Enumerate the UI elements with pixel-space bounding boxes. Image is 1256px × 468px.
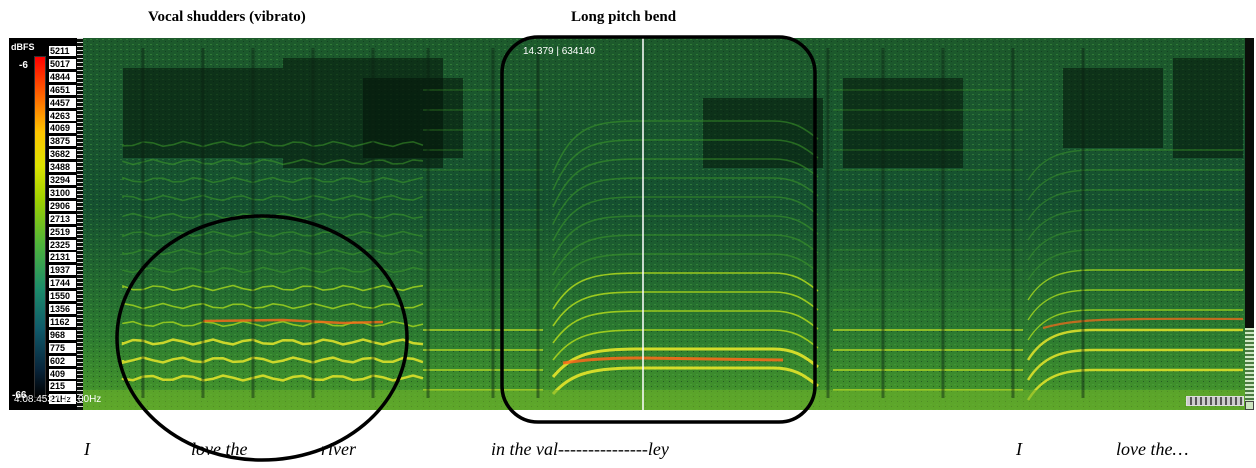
frequency-ticks (77, 38, 83, 410)
frequency-label: 2906 (49, 200, 76, 211)
harmonic-line (122, 176, 424, 184)
frequency-label: 4651 (49, 84, 76, 95)
frequency-label: 2131 (49, 252, 76, 263)
frequency-label: 4069 (49, 123, 76, 134)
right-level-ruler (1245, 328, 1254, 406)
right-harmonic (1026, 348, 1243, 381)
frequency-label: 2519 (49, 226, 76, 237)
frequency-label: 4844 (49, 71, 76, 82)
frequency-label: 5017 (49, 58, 76, 69)
harmonic-line (122, 194, 424, 202)
lyric-word: river (321, 439, 356, 459)
frequency-label: 3875 (49, 136, 76, 147)
spectrogram-window: dBFS -6 -66 5211 5017 4844 4651 4457 4263 4069… (9, 38, 1254, 410)
quiet-patch (843, 78, 963, 168)
lyric-word: love the… (1116, 439, 1189, 459)
spectrogram-canvas[interactable] (83, 38, 1245, 410)
quiet-patch (363, 78, 463, 158)
frequency-label: 1937 (49, 265, 76, 276)
frequency-label: 1356 (49, 304, 76, 314)
harmonic-line (122, 140, 424, 148)
overview-scroller[interactable] (1186, 396, 1244, 406)
frequency-label: 775 (49, 342, 76, 353)
right-harmonic (1026, 328, 1243, 361)
level-meter-title: dBFS (11, 42, 35, 52)
harmonic-line (122, 158, 424, 166)
frequency-label: 215 (49, 381, 76, 392)
right-harmonic (1027, 309, 1243, 341)
level-meter: dBFS -6 -66 (9, 38, 47, 410)
position-readout: 4:08.453 / 44100Hz (14, 394, 102, 405)
frequency-label: 21Hz (49, 394, 76, 405)
frequency-label: 1162 (49, 316, 76, 327)
frequency-label: 2713 (49, 213, 76, 224)
frequency-label: 4457 (49, 97, 76, 108)
lyric-word: I (84, 439, 90, 459)
right-harmonic (1027, 229, 1243, 261)
quiet-patch (1173, 58, 1243, 158)
right-harmonic (1027, 169, 1243, 201)
frequency-label: 3488 (49, 162, 76, 173)
lyric-word: love the (191, 439, 248, 459)
frequency-label: 409 (49, 368, 76, 379)
quiet-patch (703, 98, 823, 168)
right-harmonic (1027, 149, 1243, 181)
lyric-word: in the val---------------ley (491, 439, 669, 459)
frequency-label: 602 (49, 355, 76, 366)
frequency-label: 2325 (49, 239, 76, 250)
frequency-label: 1744 (49, 278, 76, 289)
frequency-label: 5211 (49, 46, 76, 56)
cursor-readout: 14.379 | 634140 (523, 46, 596, 57)
vibrato-annotation-title: Vocal shudders (vibrato) (148, 9, 306, 25)
level-min-label: -66 (12, 390, 27, 401)
right-harmonic (1027, 269, 1243, 301)
frequency-label: 968 (49, 329, 76, 340)
right-harmonic (1027, 209, 1243, 241)
level-max-label: -6 (19, 60, 28, 71)
right-harmonic (1027, 249, 1243, 281)
frequency-label: 3294 (49, 175, 76, 185)
quiet-patch (1063, 68, 1163, 148)
frequency-label: 4263 (49, 110, 76, 121)
right-harmonic (1027, 189, 1243, 221)
frequency-axis: 5211 5017 4844 4651 4457 4263 4069 3875 3682 3488… (47, 38, 77, 410)
lyric-word: I (1016, 439, 1022, 459)
right-harmonic (1027, 289, 1243, 321)
frequency-label: 3682 (49, 149, 76, 160)
low-frequency-band (83, 390, 1245, 410)
pitch-bend-annotation-title: Long pitch bend (571, 9, 677, 25)
right-peak (1042, 317, 1244, 330)
level-color-scale (34, 56, 46, 398)
frequency-label: 1550 (49, 291, 76, 302)
frequency-label: 3100 (49, 187, 76, 198)
resize-handle[interactable] (1245, 401, 1254, 410)
